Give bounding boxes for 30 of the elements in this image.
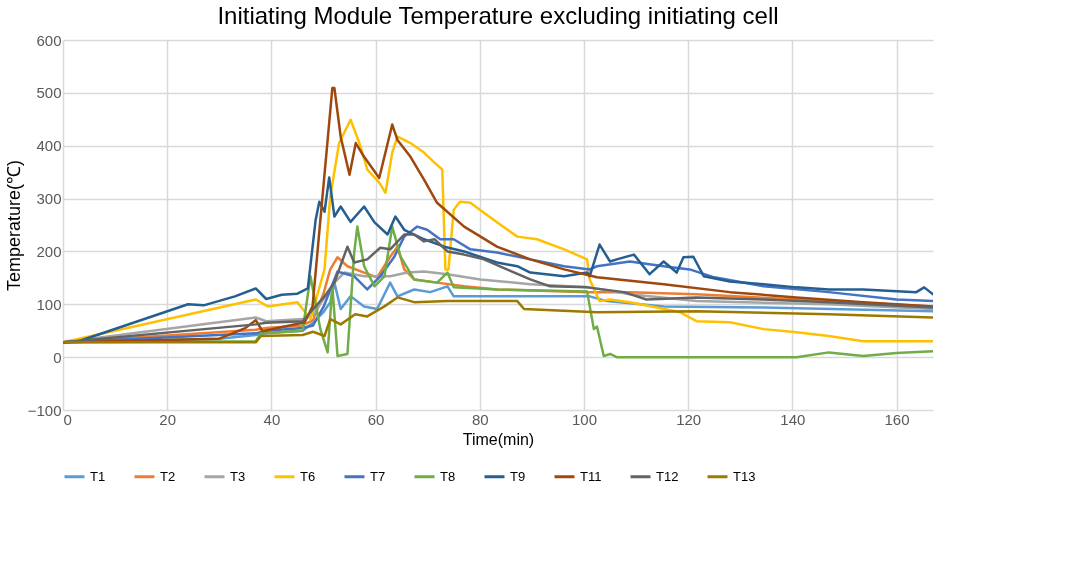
legend-label: T9 (510, 468, 526, 484)
x-tick-label: 20 (159, 410, 177, 428)
legend-label: T13 (733, 468, 756, 484)
x-tick-label: 100 (571, 410, 597, 428)
y-axis-title: Temperature(℃) (3, 159, 24, 292)
x-axis-title: Time(min) (462, 430, 535, 448)
chart-title: Initiating Module Temperature excluding initiating cell (217, 2, 779, 29)
x-tick-label: 80 (471, 410, 489, 428)
y-tick-label: 100 (36, 295, 62, 313)
x-tick-label: 40 (263, 410, 281, 428)
y-tick-label: 600 (36, 31, 62, 49)
x-tick-label: 120 (676, 410, 702, 428)
legend-label: T8 (440, 468, 456, 484)
y-tick-label: 400 (36, 137, 62, 155)
legend-label: T7 (370, 468, 386, 484)
y-tick-label: 200 (36, 242, 62, 260)
legend-label: T3 (230, 468, 246, 484)
x-tick-label: 160 (884, 410, 910, 428)
y-tick-label: 0 (53, 348, 62, 366)
legend-label: T1 (90, 468, 106, 484)
legend-label: T12 (656, 468, 679, 484)
legend-label: T6 (300, 468, 316, 484)
y-tick-label: 500 (36, 84, 62, 102)
y-tick-label: −100 (27, 401, 62, 419)
legend-label: T11 (580, 468, 602, 484)
line-series (63, 296, 933, 344)
legend-label: T2 (160, 468, 176, 484)
x-tick-label: 140 (780, 410, 806, 428)
y-tick-label: 300 (36, 190, 62, 208)
x-tick-label: 60 (367, 410, 385, 428)
